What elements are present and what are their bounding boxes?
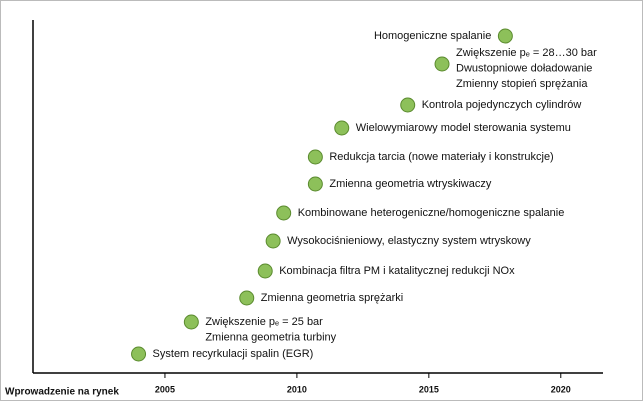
- event-label: Kombinacja filtra PM i katalitycznej red…: [279, 265, 515, 277]
- x-tick-label: 2015: [419, 384, 439, 394]
- event-point: [307, 149, 323, 165]
- event-point: [434, 56, 450, 72]
- event-label: Wysokociśnieniowy, elastyczny system wtr…: [287, 235, 531, 247]
- event-point: [265, 233, 281, 249]
- event-label: Zmienny stopień sprężania: [456, 78, 588, 90]
- event-label: Kombinowane heterogeniczne/homogeniczne …: [298, 207, 565, 219]
- event-label: Kontrola pojedynczych cylindrów: [422, 99, 582, 111]
- event-point: [239, 290, 255, 306]
- event-point: [131, 346, 147, 362]
- x-axis-title: Wprowadzenie na rynek: [5, 387, 119, 398]
- event-point: [183, 314, 199, 330]
- event-point: [276, 205, 292, 221]
- x-tick-label: 2010: [287, 384, 307, 394]
- event-label: Zmienna geometria wtryskiwaczy: [329, 178, 491, 190]
- event-point: [307, 176, 323, 192]
- event-label: System recyrkulacji spalin (EGR): [153, 348, 314, 360]
- event-point: [400, 97, 416, 113]
- event-label: Zmienna geometria turbiny: [205, 331, 336, 343]
- x-tick-label: 2005: [155, 384, 175, 394]
- event-label: Homogeniczne spalanie: [374, 30, 491, 42]
- event-label: Dwustopniowe doładowanie: [456, 62, 592, 74]
- event-label: Zmienna geometria sprężarki: [261, 292, 403, 304]
- event-label: Zwiększenie pₑ = 25 bar: [205, 316, 323, 328]
- event-label: Wielowymiarowy model sterowania systemu: [356, 122, 571, 134]
- event-point: [334, 120, 350, 136]
- x-tick-label: 2020: [551, 384, 571, 394]
- event-label: Redukcja tarcia (nowe materiały i konstr…: [329, 151, 553, 163]
- event-point: [497, 28, 513, 44]
- event-point: [257, 263, 273, 279]
- event-label: Zwiększenie pₑ = 28…30 bar: [456, 47, 597, 59]
